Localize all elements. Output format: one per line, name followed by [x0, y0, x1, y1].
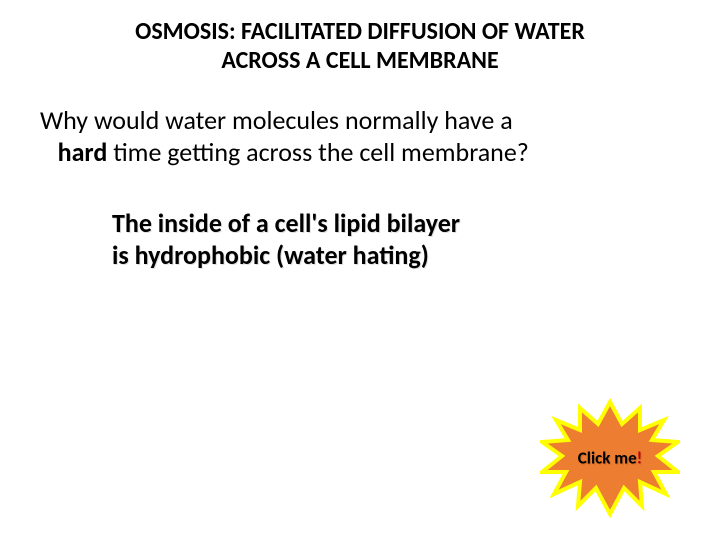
slide-title: OSMOSIS: FACILITATED DIFFUSION OF WATER …: [0, 0, 720, 76]
question-line-1: Why would water molecules normally have …: [40, 104, 513, 136]
answer-line-1: The inside of a cell's lipid bilayer: [112, 207, 460, 239]
answer-line-2: is hydrophobic (water hating): [112, 239, 429, 271]
question-bold-word: hard: [58, 136, 108, 168]
question-line-2-rest: time getting across the cell membrane?: [107, 136, 529, 168]
title-line-1: OSMOSIS: FACILITATED DIFFUSION OF WATER: [135, 17, 585, 46]
question-text: Why would water molecules normally have …: [0, 76, 720, 169]
title-line-2: ACROSS A CELL MEMBRANE: [221, 46, 498, 75]
click-me-text: Click me: [578, 448, 637, 469]
answer-text: The inside of a cell's lipid bilayer is …: [0, 169, 720, 272]
click-me-label: Click me!: [578, 448, 642, 469]
click-me-button[interactable]: Click me!: [540, 398, 680, 518]
click-me-exclamation: !: [637, 448, 643, 469]
